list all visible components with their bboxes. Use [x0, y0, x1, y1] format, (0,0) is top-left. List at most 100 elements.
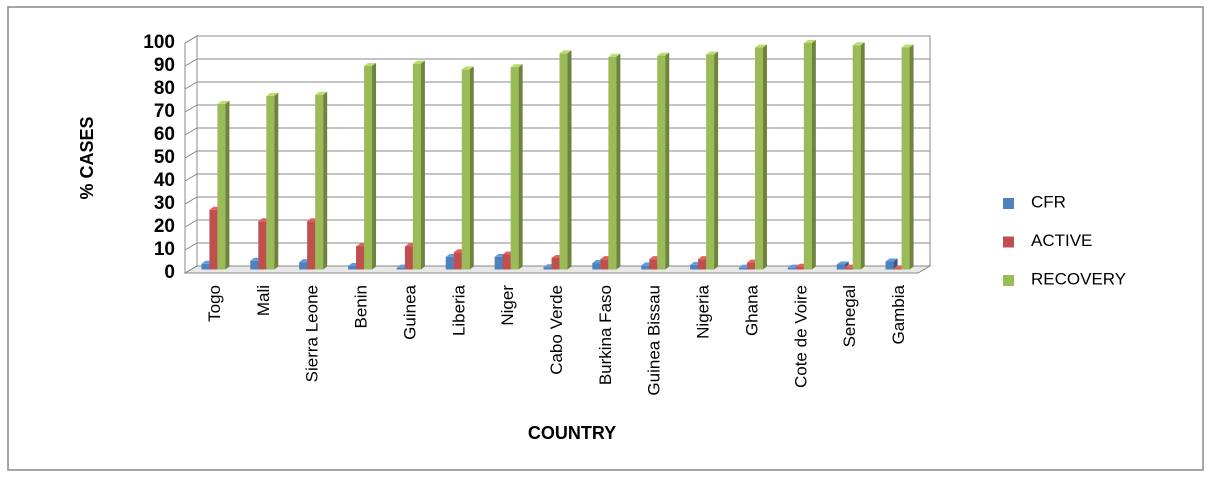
bar-front — [885, 261, 894, 270]
y-tick-label: 100 — [143, 32, 175, 53]
bar-front — [836, 264, 845, 270]
grid-line — [184, 35, 930, 44]
y-tick-label: 0 — [164, 262, 175, 283]
x-tick-label: Guinea Bissau — [645, 285, 664, 396]
bar-side — [518, 64, 523, 270]
grid-line — [184, 173, 930, 182]
bar-side — [860, 42, 865, 270]
bar — [217, 100, 230, 270]
bar-side — [469, 66, 474, 270]
bar — [657, 52, 670, 270]
y-tick-label: 30 — [154, 193, 175, 214]
bar-front — [307, 221, 316, 270]
y-tick-label: 90 — [154, 55, 175, 76]
bar-front — [364, 65, 373, 270]
bar-side — [714, 51, 719, 270]
x-tick-label: Liberia — [449, 284, 468, 336]
bar-front — [250, 260, 259, 270]
grid-line — [184, 104, 930, 113]
bar-front — [600, 259, 609, 270]
legend-label: CFR — [1031, 192, 1066, 211]
legend-swatch — [1003, 275, 1014, 286]
bar-top — [364, 62, 377, 66]
y-tick-label: 40 — [154, 170, 175, 191]
grid-line — [184, 242, 930, 251]
bar-front — [412, 63, 421, 270]
bar-front — [608, 56, 617, 270]
bar-front — [649, 259, 658, 270]
legend-swatch — [1003, 236, 1014, 248]
bar-front — [690, 264, 699, 270]
bar-front — [258, 221, 267, 270]
bar-side — [372, 62, 377, 270]
bar — [266, 92, 279, 270]
bar-front — [893, 268, 902, 270]
bar — [901, 44, 914, 270]
x-tick-label: Benin — [352, 285, 371, 328]
y-tick-label: 80 — [154, 78, 175, 99]
bar — [559, 50, 572, 270]
bar-front — [657, 55, 666, 270]
legend-swatch — [1003, 198, 1014, 209]
bar-side — [665, 52, 670, 270]
bar-front — [461, 69, 470, 270]
x-tick-label: Togo — [205, 285, 224, 322]
bar-front — [209, 209, 218, 270]
x-tick-label: Cabo Verde — [547, 285, 566, 375]
legend-label: ACTIVE — [1031, 231, 1092, 250]
x-tick-label: Gambia — [889, 284, 908, 344]
bar-front — [315, 94, 324, 270]
bar — [706, 51, 719, 270]
bar-front — [396, 267, 405, 270]
bar-front — [738, 267, 747, 270]
bar-side — [811, 39, 816, 270]
bar-front — [852, 45, 861, 270]
bar-side — [323, 91, 328, 270]
legend-label: RECOVERY — [1031, 269, 1126, 288]
bar — [510, 64, 523, 270]
bar-front — [494, 256, 503, 270]
bar-front — [787, 267, 796, 270]
bar — [754, 44, 767, 270]
x-tick-label: Sierra Leone — [303, 285, 322, 382]
bar-front — [795, 266, 804, 270]
bar-front — [445, 256, 454, 270]
y-axis-title: % CASES — [77, 116, 97, 199]
y-tick-label: 60 — [154, 124, 175, 145]
bar-front — [266, 95, 275, 270]
x-tick-label: Niger — [498, 285, 517, 326]
bar-side — [274, 92, 279, 270]
bar — [364, 62, 377, 270]
bar-front — [803, 42, 812, 270]
bar — [852, 42, 865, 270]
bar-front — [510, 67, 519, 270]
bar — [412, 60, 425, 270]
bar-side — [567, 50, 572, 270]
bar-side — [909, 44, 914, 270]
y-tick-label: 70 — [154, 101, 175, 122]
bar-front — [706, 54, 715, 270]
bar-side — [225, 100, 230, 270]
y-tick-label: 10 — [154, 239, 175, 260]
bar-front — [201, 263, 210, 270]
x-tick-label: Nigeria — [694, 284, 713, 338]
grid-line — [184, 127, 930, 136]
x-tick-label: Senegal — [840, 285, 859, 347]
x-tick-label: Burkina Faso — [596, 285, 615, 385]
bar-front — [746, 262, 755, 270]
grid-line — [184, 196, 930, 205]
x-tick-label: Ghana — [742, 284, 761, 336]
bar-front — [502, 254, 511, 270]
bar-front — [217, 103, 226, 270]
bar-front — [551, 258, 560, 270]
bar-front — [641, 265, 650, 270]
bar-front — [404, 246, 413, 270]
bar — [608, 53, 621, 270]
x-axis-title: COUNTRY — [528, 423, 616, 443]
bar-front — [559, 53, 568, 270]
bar-front — [592, 263, 601, 270]
bar-front — [299, 262, 308, 270]
bar-side — [616, 53, 621, 270]
